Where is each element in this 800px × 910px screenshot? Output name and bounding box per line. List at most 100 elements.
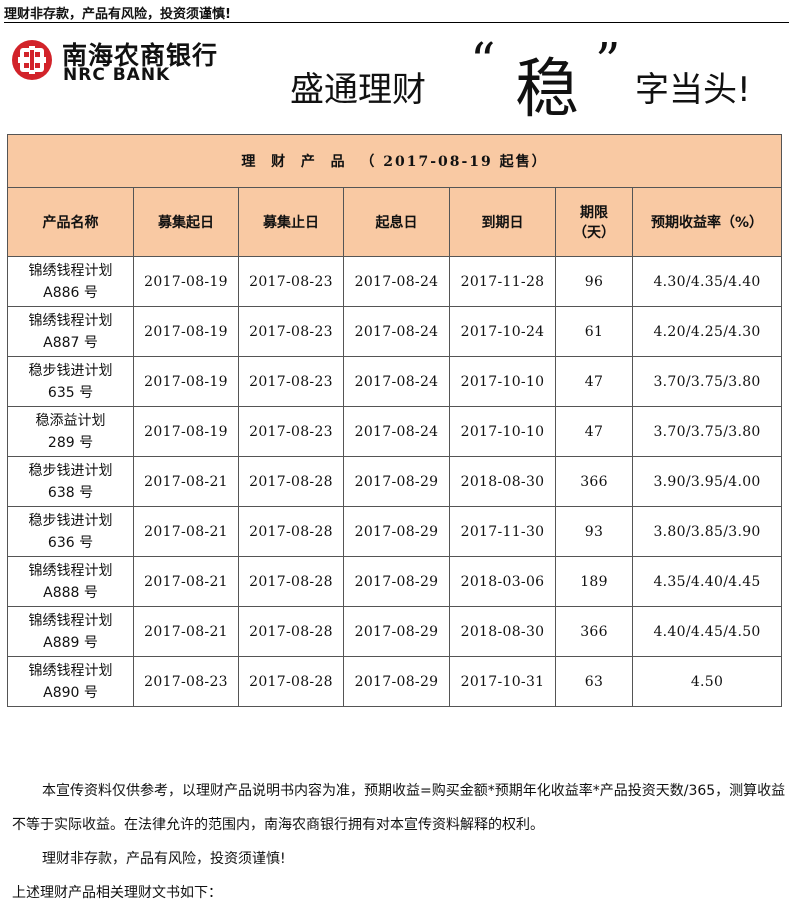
slogan-close-quote: ” [595,32,621,90]
expected-yield-cell: 3.80/3.85/3.90 [631,506,783,557]
maturity-date-cell: 2018-03-06 [449,556,556,607]
maturity-date-cell: 2017-11-30 [449,506,556,557]
disclaimer-text: 本宣传资料仅供参考，以理财产品说明书内容为准，预期收益=购买金额*预期年化收益率… [12,783,786,833]
value-date-cell: 2017-08-24 [343,406,450,457]
slogan: 盛通理财 “ 稳 ” 字当头! [290,32,790,127]
table-row: 锦绣钱程计划 A886 号 2017-08-19 2017-08-23 2017-08-… [7,256,783,307]
raise-end-cell: 2017-08-28 [238,456,344,507]
raise-start-cell: 2017-08-21 [133,456,239,507]
product-name-line: 锦绣钱程计划 [28,662,113,679]
logo-chinese-name: 南海农商银行 [62,41,219,70]
value-date-cell: 2017-08-29 [343,456,450,507]
slogan-part-1: 盛通理财 [290,70,426,110]
term-days-cell: 47 [555,406,633,457]
maturity-date-cell: 2017-10-31 [449,656,556,707]
disclaimer-section: 本宣传资料仅供参考，以理财产品说明书内容为准，预期收益=购买金额*预期年化收益率… [12,774,787,910]
column-header: 预期收益率（%） [631,187,783,257]
table-row: 稳步钱进计划 638 号 2017-08-21 2017-08-28 2017-08-2… [7,456,783,507]
documents-intro: 上述理财产品相关理财文书如下： [12,885,222,901]
risk-warning-footer: 理财非存款，产品有风险，投资须谨慎! [42,851,286,867]
risk-warning-header: 理财非存款，产品有风险，投资须谨慎! [4,7,231,22]
column-header: 募集起日 [133,187,239,257]
maturity-date-cell: 2018-08-30 [449,606,556,657]
expected-yield-cell: 3.70/3.75/3.80 [631,406,783,457]
column-header: 产品名称 [7,187,134,257]
value-date-cell: 2017-08-24 [343,256,450,307]
slogan-open-quote: “ [470,32,496,90]
product-number-line: 635 号 [47,384,94,401]
raise-end-cell: 2017-08-28 [238,606,344,657]
maturity-date-cell: 2018-08-30 [449,456,556,507]
term-days-cell: 96 [555,256,633,307]
table-row: 稳步钱进计划 636 号 2017-08-21 2017-08-28 2017-08-2… [7,506,783,557]
product-name-cell: 稳步钱进计划 636 号 [7,506,134,557]
term-days-cell: 63 [555,656,633,707]
maturity-date-cell: 2017-10-24 [449,306,556,357]
maturity-date-cell: 2017-10-10 [449,406,556,457]
raise-start-cell: 2017-08-19 [133,356,239,407]
maturity-date-cell: 2017-11-28 [449,256,556,307]
product-number-line: A887 号 [43,334,98,351]
value-date-cell: 2017-08-29 [343,656,450,707]
raise-end-cell: 2017-08-28 [238,506,344,557]
product-name-line: 锦绣钱程计划 [28,562,113,579]
product-number-line: A886 号 [43,284,98,301]
term-days-cell: 47 [555,356,633,407]
column-header: 期限（天） [555,187,633,257]
raise-start-cell: 2017-08-19 [133,256,239,307]
product-name-line: 锦绣钱程计划 [28,312,113,329]
product-number-line: 636 号 [47,534,94,551]
column-header: 募集止日 [238,187,344,257]
slogan-emphasis: 稳 [515,53,579,127]
raise-end-cell: 2017-08-28 [238,556,344,607]
table-row: 稳添益计划 289 号 2017-08-19 2017-08-23 2017-08-24… [7,406,783,457]
product-number-line: A889 号 [43,634,98,651]
table-row: 锦绣钱程计划 A887 号 2017-08-19 2017-08-23 2017-08-… [7,306,783,357]
term-days-cell: 61 [555,306,633,357]
term-days-cell: 366 [555,606,633,657]
value-date-cell: 2017-08-24 [343,306,450,357]
expected-yield-cell: 4.40/4.45/4.50 [631,606,783,657]
column-header: 起息日 [343,187,450,257]
product-number-line: 289 号 [47,434,94,451]
raise-start-cell: 2017-08-23 [133,656,239,707]
maturity-date-cell: 2017-10-10 [449,356,556,407]
product-name-cell: 锦绣钱程计划 A887 号 [7,306,134,357]
expected-yield-cell: 4.30/4.35/4.40 [631,256,783,307]
product-name-line: 锦绣钱程计划 [28,612,113,629]
product-name-cell: 稳步钱进计划 635 号 [7,356,134,407]
expected-yield-cell: 3.90/3.95/4.00 [631,456,783,507]
table-row: 锦绣钱程计划 A889 号 2017-08-21 2017-08-28 2017-08-… [7,606,783,657]
table-row: 锦绣钱程计划 A888 号 2017-08-21 2017-08-28 2017-08-… [7,556,783,607]
raise-end-cell: 2017-08-28 [238,656,344,707]
expected-yield-cell: 4.20/4.25/4.30 [631,306,783,357]
product-number-line: A890 号 [43,684,98,701]
raise-start-cell: 2017-08-19 [133,306,239,357]
column-header: 到期日 [449,187,556,257]
expected-yield-cell: 4.35/4.40/4.45 [631,556,783,607]
expected-yield-cell: 4.50 [631,656,783,707]
raise-end-cell: 2017-08-23 [238,306,344,357]
product-number-line: 638 号 [47,484,94,501]
product-name-line: 稳步钱进计划 [28,512,113,529]
raise-end-cell: 2017-08-23 [238,406,344,457]
product-name-cell: 稳添益计划 289 号 [7,406,134,457]
product-name-cell: 锦绣钱程计划 A888 号 [7,556,134,607]
bank-emblem-icon [12,40,52,80]
product-name-line: 稳步钱进计划 [28,462,113,479]
product-name-cell: 锦绣钱程计划 A886 号 [7,256,134,307]
table-header-row: 产品名称 募集起日 募集止日 起息日 到期日 期限（天） 预期收益率（%） [7,187,783,257]
value-date-cell: 2017-08-29 [343,556,450,607]
header-divider [4,22,789,23]
product-number-line: A888 号 [43,584,98,601]
logo-english-name: NRC BANK [63,65,171,85]
table-title-row: 理 财 产 品 （ 2017-08-19 起售） [6,134,783,188]
term-days-cell: 93 [555,506,633,557]
expected-yield-cell: 3.70/3.75/3.80 [631,356,783,407]
product-name-line: 稳步钱进计划 [28,362,113,379]
product-name-line: 锦绣钱程计划 [28,262,113,279]
table-row: 锦绣钱程计划 A890 号 2017-08-23 2017-08-28 2017-08-… [7,656,783,707]
product-name-cell: 锦绣钱程计划 A889 号 [7,606,134,657]
raise-start-cell: 2017-08-21 [133,556,239,607]
slogan-part-2: 字当头! [635,70,751,110]
